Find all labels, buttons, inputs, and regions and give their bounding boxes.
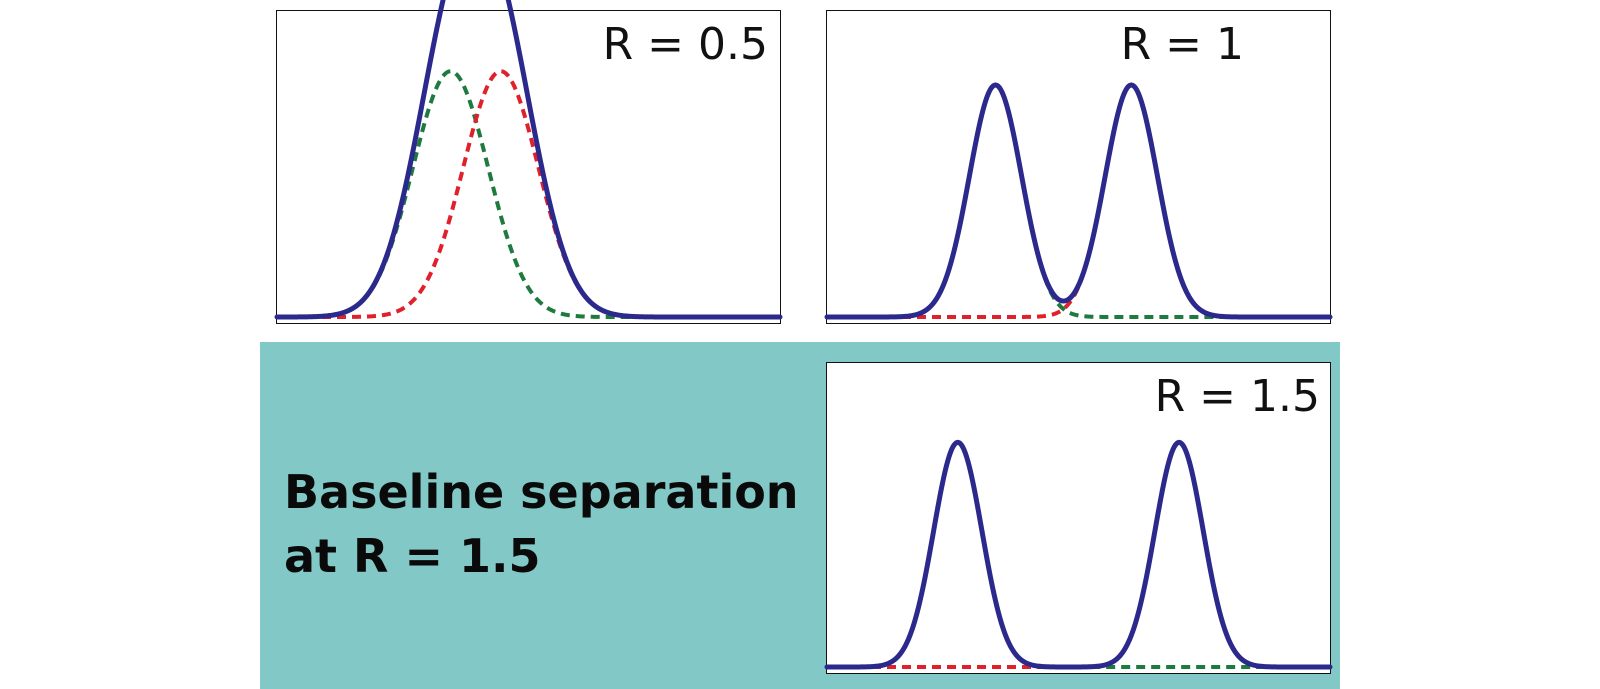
caption-line-1: Baseline separation — [284, 465, 799, 519]
baseline-separation-caption: Baseline separation at R = 1.5 — [284, 460, 804, 588]
chromatogram-panel-r-1: R = 1 — [824, 10, 1333, 324]
combined-signal-curve — [824, 82, 1333, 320]
combined-signal-curve — [824, 439, 1333, 670]
chromatogram-plot — [824, 82, 1333, 320]
combined-signal-curve — [274, 0, 783, 320]
resolution-label: R = 1.5 — [1154, 371, 1320, 422]
chromatogram-panel-r-1-5: R = 1.5 — [824, 362, 1333, 674]
chromatogram-plot — [824, 439, 1333, 670]
chromatogram-plot — [274, 0, 783, 320]
caption-line-2: at R = 1.5 — [284, 529, 541, 583]
resolution-label: R = 0.5 — [602, 19, 768, 70]
peak-b-dashed-curve — [826, 440, 1331, 669]
peak-a-dashed-curve — [826, 440, 1331, 669]
resolution-label: R = 1 — [1120, 19, 1244, 70]
chromatogram-panel-r-0-5: R = 0.5 — [274, 0, 783, 324]
